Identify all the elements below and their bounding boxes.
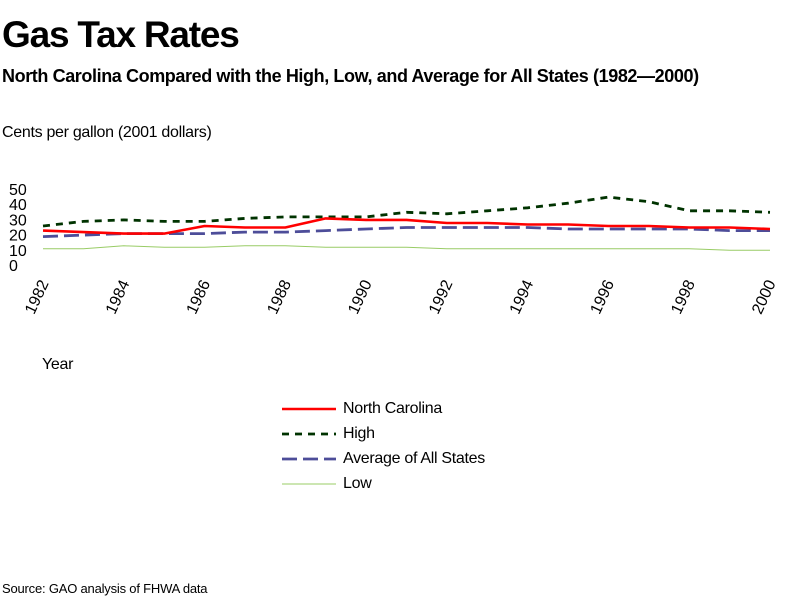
y-axis-label: Cents per gallon (2001 dollars) <box>2 124 212 141</box>
series-line-low <box>43 245 770 251</box>
legend-label: North Carolina <box>343 399 442 417</box>
x-tick-label: 1996 <box>588 277 618 317</box>
x-tick-label: 1982 <box>22 277 52 317</box>
legend-label: High <box>343 424 375 442</box>
series-line-high <box>42 195 771 228</box>
legend-swatch <box>282 407 336 410</box>
y-tick-label: 40 <box>9 197 27 214</box>
y-tick-label: 30 <box>9 212 27 229</box>
chart-legend: North Carolina High Average of All States L… <box>282 396 485 496</box>
x-axis-label: Year <box>42 356 74 373</box>
legend-item: Average of All States <box>282 446 485 471</box>
x-tick-label: 1994 <box>507 277 537 317</box>
y-tick-label: 50 <box>9 182 27 199</box>
x-tick-label: 1992 <box>426 277 456 317</box>
legend-item: High <box>282 421 485 446</box>
x-tick-label: 2000 <box>749 277 779 317</box>
source-note: Source: GAO analysis of FHWA data <box>2 581 208 596</box>
legend-swatch <box>282 432 336 435</box>
legend-swatch <box>282 457 336 460</box>
legend-label: Low <box>343 474 372 492</box>
x-tick-label: 1990 <box>345 277 375 317</box>
chart-subtitle: North Carolina Compared with the High, L… <box>2 66 699 86</box>
legend-swatch <box>282 483 336 484</box>
y-tick-label: 10 <box>9 243 27 260</box>
chart-title: Gas Tax Rates <box>2 14 240 55</box>
legend-label: Average of All States <box>343 449 485 467</box>
y-tick-label: 20 <box>9 228 27 245</box>
legend-item: Low <box>282 471 485 496</box>
legend-item: North Carolina <box>282 396 485 421</box>
x-tick-label: 1998 <box>668 277 698 317</box>
x-tick-label: 1984 <box>103 277 133 317</box>
series-line-average-of-all-states <box>42 226 770 238</box>
x-tick-label: 1986 <box>184 277 214 317</box>
series-line-north-carolina <box>42 217 771 235</box>
y-tick-label: 0 <box>9 258 18 275</box>
x-tick-label: 1988 <box>265 277 295 317</box>
